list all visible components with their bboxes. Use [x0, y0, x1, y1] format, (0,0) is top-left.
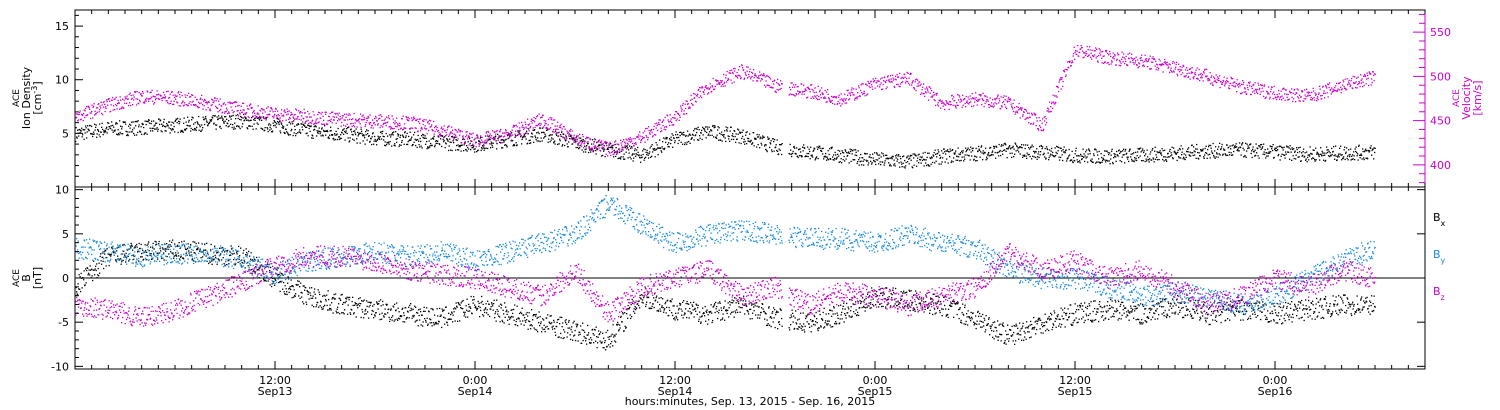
top-right-y-tick-label: 500	[1430, 70, 1451, 83]
x-tick-time-label: 0:00	[863, 374, 888, 387]
top-left-y-tick-label: 15	[55, 20, 69, 33]
x-tick-day-label: Sep15	[858, 385, 893, 398]
top-right-y-tick-label: 450	[1430, 115, 1451, 128]
top-right-y-tick-label: 400	[1430, 159, 1451, 172]
x-axis-label: hours:minutes, Sep. 13, 2015 - Sep. 16, …	[625, 395, 876, 408]
top-panel-points	[75, 45, 1376, 169]
x-tick-time-label: 12:00	[659, 374, 691, 387]
legend-entry-y: By	[1433, 248, 1446, 265]
legend: Bx By Bz	[1433, 211, 1446, 302]
bz-series	[75, 242, 1376, 327]
x-tick-time-label: 12:00	[259, 374, 291, 387]
x-tick-time-label: 0:00	[1263, 374, 1288, 387]
top-left-y-tick-label: 10	[55, 74, 69, 87]
x-tick-time-label: 12:00	[1059, 374, 1091, 387]
axis-label-line: Velocity	[1460, 76, 1473, 120]
x-tick-day-label: Sep14	[458, 385, 493, 398]
bottom-y-tick-label: 10	[55, 184, 69, 197]
x-axis: 12:00Sep130:00Sep1412:00Sep140:00Sep1512…	[74, 10, 1426, 398]
legend-entry-z: Bz	[1433, 285, 1445, 302]
axis-label-line: ACE	[12, 89, 22, 107]
bx-series	[75, 239, 1376, 351]
velocity-series	[75, 45, 1376, 157]
x-tick-day-label: Sep15	[1058, 385, 1093, 398]
top-right-y-ticks: 400 450 500 550	[1413, 10, 1451, 187]
bottom-y-tick-label: 0	[62, 272, 69, 285]
x-tick-day-label: Sep14	[658, 385, 693, 398]
bottom-y-tick-label: -5	[58, 316, 69, 329]
x-tick-day-label: Sep16	[1258, 385, 1293, 398]
top-left-y-tick-label: 5	[62, 127, 69, 140]
legend-entry-x: Bx	[1433, 211, 1446, 228]
x-tick-time-label: 0:00	[463, 374, 488, 387]
bottom-y-tick-label: 5	[62, 228, 69, 241]
bottom-y-ticks: -10 -5 0 5 10	[51, 184, 1425, 373]
bottom-y-tick-label: -10	[51, 360, 69, 373]
axis-label-line: ACE	[12, 269, 22, 287]
top-panel-frame	[74, 9, 1426, 188]
x-tick-day-label: Sep13	[258, 385, 293, 398]
ion-density-series	[75, 113, 1376, 169]
by-series	[75, 195, 1376, 316]
top-right-y-tick-label: 550	[1430, 26, 1451, 39]
axis-label-line: [nT]	[31, 267, 44, 289]
bottom-panel-points	[75, 195, 1376, 351]
axis-label-line: [cm-3]	[30, 81, 45, 114]
axis-label-line: [km/s]	[1471, 80, 1484, 115]
top-left-y-ticks: 5 10 15	[55, 14, 83, 188]
axis-label-line: Ion Density	[20, 66, 33, 129]
axis-label-line: ACE	[1452, 89, 1462, 107]
axis-label-line: B	[20, 274, 33, 282]
